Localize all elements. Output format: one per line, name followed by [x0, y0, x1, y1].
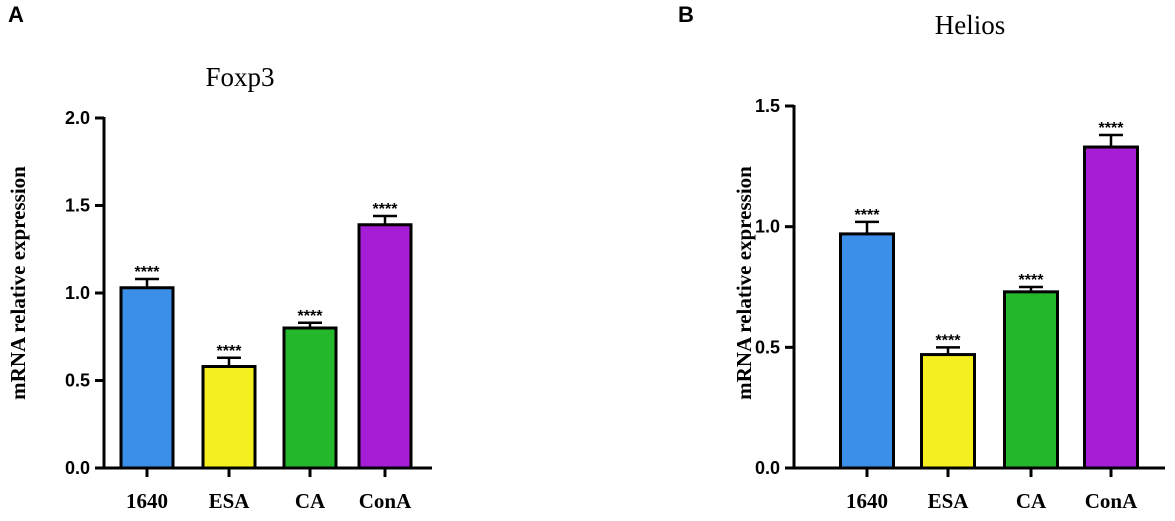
panel-a: A Foxp3 mRNA relative expression **** 1640 *… — [0, 0, 560, 521]
chart-title: Foxp3 — [205, 62, 274, 92]
y-tick-label: 2.0 — [65, 108, 90, 128]
x-tick-label: CA — [295, 489, 326, 513]
significance-label: **** — [217, 343, 243, 360]
chart-title: Helios — [935, 10, 1006, 40]
y-tick-label: 0.0 — [755, 458, 780, 478]
panel-letter-b: B — [678, 2, 694, 27]
y-tick-label: 1.5 — [65, 196, 90, 216]
bar-cona — [1083, 145, 1139, 470]
x-tick-label: ESA — [928, 489, 970, 513]
significance-label: **** — [936, 332, 962, 349]
bar-ca — [282, 326, 338, 470]
x-tick-label: ESA — [209, 489, 251, 513]
bar-esa — [920, 353, 976, 470]
bar-1640 — [119, 286, 175, 470]
helios-chart: Helios mRNA relative expression **** 1640 **… — [732, 10, 1165, 513]
significance-label: **** — [298, 308, 324, 325]
significance-label: **** — [1019, 272, 1045, 289]
x-tick-label: 1640 — [126, 489, 168, 513]
foxp3-chart: Foxp3 mRNA relative expression **** 1640 ***… — [6, 62, 432, 513]
x-tick-label: ConA — [1085, 489, 1138, 513]
bar-cona — [357, 223, 413, 470]
y-tick-label: 1.0 — [755, 217, 780, 237]
significance-label: **** — [1099, 120, 1125, 137]
significance-label: **** — [373, 201, 399, 218]
y-axis-label: mRNA relative expression — [732, 166, 756, 400]
x-tick-label: CA — [1016, 489, 1047, 513]
y-tick-label: 1.5 — [755, 96, 780, 116]
x-tick-label: ConA — [359, 489, 412, 513]
panel-b: B Helios mRNA relative expression **** 1640… — [620, 0, 1175, 521]
panel-letter-a: A — [8, 2, 24, 27]
y-tick-label: 0.0 — [65, 458, 90, 478]
significance-label: **** — [855, 207, 881, 224]
x-tick-label: 1640 — [846, 489, 888, 513]
y-tick-label: 0.5 — [755, 337, 780, 357]
bar-esa — [201, 365, 257, 470]
significance-label: **** — [135, 264, 161, 281]
y-tick-label: 0.5 — [65, 371, 90, 391]
y-tick-label: 1.0 — [65, 283, 90, 303]
y-axis-label: mRNA relative expression — [6, 166, 30, 400]
bar-1640 — [839, 232, 895, 470]
bar-ca — [1003, 290, 1059, 470]
